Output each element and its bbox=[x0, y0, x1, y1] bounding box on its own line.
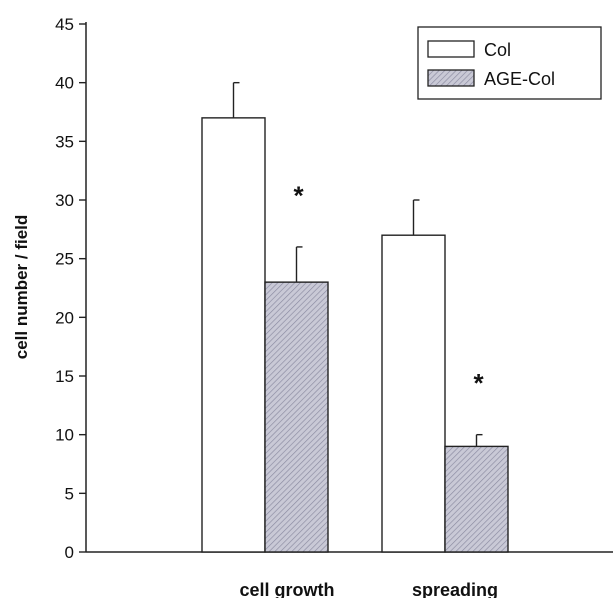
y-tick-label: 30 bbox=[55, 191, 74, 210]
y-tick-label: 45 bbox=[55, 15, 74, 34]
bar-col bbox=[381, 234, 446, 553]
annotations: ** bbox=[293, 180, 484, 398]
bar-col bbox=[201, 117, 266, 553]
legend: Col AGE-Col bbox=[417, 26, 602, 100]
y-axis-label: cell number / field bbox=[12, 215, 31, 360]
y-tick-label: 25 bbox=[55, 250, 74, 269]
significance-marker: * bbox=[473, 368, 484, 398]
x-category-label: spreading bbox=[412, 580, 498, 598]
legend-swatch-col bbox=[427, 40, 475, 58]
y-tick-label: 40 bbox=[55, 74, 74, 93]
legend-label-col: Col bbox=[484, 40, 511, 60]
y-tick-label: 15 bbox=[55, 367, 74, 386]
category-labels: cell growth spreading bbox=[239, 580, 498, 598]
y-tick-label: 5 bbox=[65, 484, 74, 503]
significance-marker: * bbox=[293, 180, 304, 210]
x-category-label: cell growth bbox=[239, 580, 334, 598]
y-tick-label: 35 bbox=[55, 132, 74, 151]
y-ticks: 0 5 10 15 20 25 30 35 40 45 bbox=[55, 15, 86, 562]
legend-label-age-col: AGE-Col bbox=[484, 69, 555, 89]
legend-box bbox=[417, 26, 602, 100]
bar-age-col bbox=[264, 281, 329, 553]
bars bbox=[201, 81, 509, 553]
y-tick-label: 10 bbox=[55, 426, 74, 445]
y-tick-label: 0 bbox=[65, 543, 74, 562]
y-tick-label: 20 bbox=[55, 308, 74, 327]
legend-swatch-age-col bbox=[427, 69, 475, 87]
bar-age-col bbox=[444, 445, 509, 553]
